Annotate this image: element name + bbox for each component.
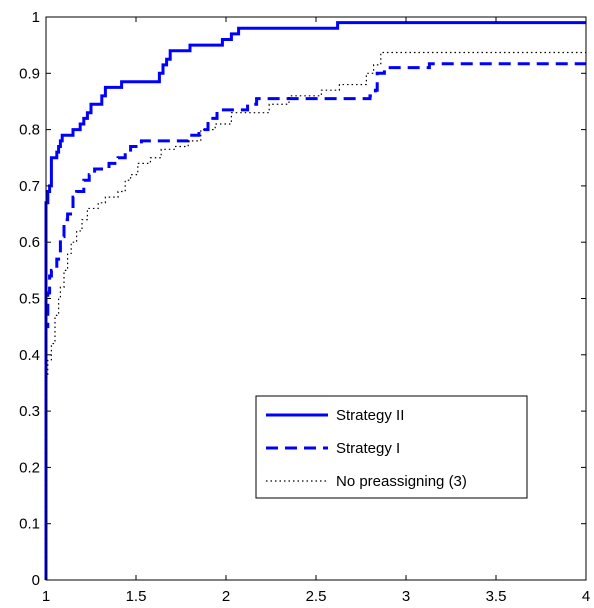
y-tick-label: 0.2 (19, 459, 40, 476)
y-tick-label: 0.8 (19, 122, 40, 139)
x-tick-label: 3.5 (486, 588, 507, 605)
y-tick-label: 0.6 (19, 234, 40, 251)
x-tick-label: 2 (222, 588, 230, 605)
x-tick-labels: 1 1.5 2 2.5 3 3.5 4 (42, 588, 590, 605)
x-tick-label: 1.5 (126, 588, 147, 605)
legend-box (255, 395, 528, 499)
x-tick-label: 2.5 (306, 588, 327, 605)
series-layer (44, 21, 586, 580)
x-tick-label: 1 (42, 588, 50, 605)
y-tick-label: 0.1 (19, 516, 40, 533)
x-tick-label: 3 (402, 588, 410, 605)
legend-label-strategy-ii: Strategy II (336, 407, 404, 424)
series-line-strategy-i (44, 62, 586, 580)
y-tick-label: 0.7 (19, 178, 40, 195)
x-tick-label: 4 (582, 588, 590, 605)
legend: Strategy II Strategy I No preassigning (… (255, 395, 528, 499)
y-tick-labels: 0 0.1 0.2 0.3 0.4 0.5 0.6 0.7 0.8 0.9 1 (19, 9, 40, 589)
y-tick-label: 0 (32, 572, 40, 589)
y-tick-label: 1 (32, 9, 40, 26)
series-line-strategy-ii (44, 21, 586, 580)
legend-label-no-preassigning: No preassigning (3) (336, 473, 467, 490)
y-tick-label: 0.3 (19, 403, 40, 420)
y-tick-label: 0.5 (19, 291, 40, 308)
ticks-layer (45, 16, 587, 581)
y-tick-label: 0.9 (19, 65, 40, 82)
legend-label-strategy-i: Strategy I (336, 440, 400, 457)
y-tick-label: 0.4 (19, 347, 40, 364)
